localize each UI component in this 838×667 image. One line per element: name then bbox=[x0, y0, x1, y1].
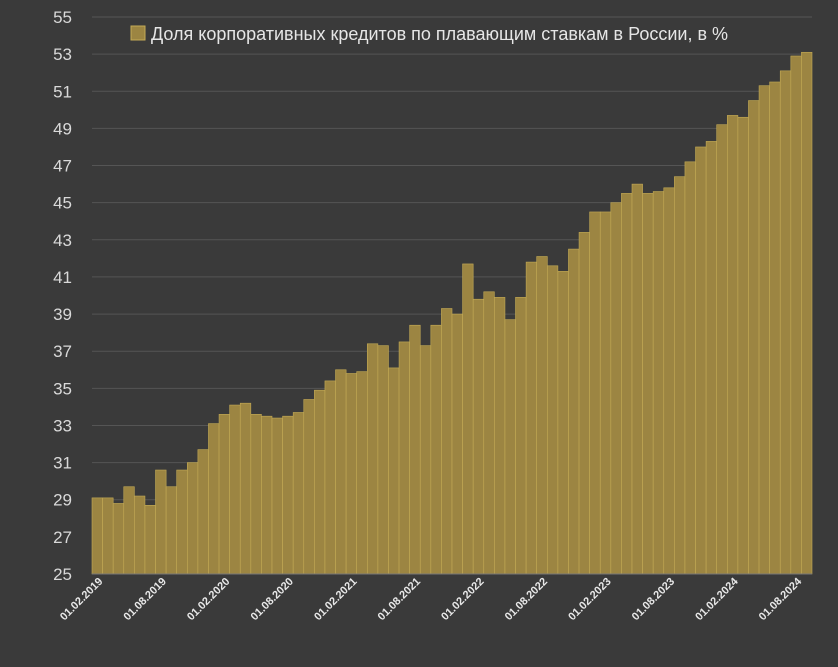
y-tick-label: 39 bbox=[53, 305, 72, 324]
bar bbox=[621, 193, 633, 575]
bar bbox=[525, 261, 538, 575]
bar bbox=[801, 51, 813, 575]
bar bbox=[134, 495, 146, 575]
y-tick-label: 43 bbox=[53, 231, 72, 250]
bar bbox=[726, 115, 739, 575]
bar bbox=[779, 70, 792, 575]
bar bbox=[504, 319, 516, 575]
bar bbox=[409, 324, 421, 575]
bar bbox=[176, 469, 188, 575]
bar bbox=[546, 265, 559, 575]
y-tick-label: 51 bbox=[53, 82, 72, 101]
bar bbox=[303, 399, 315, 575]
bar bbox=[314, 389, 326, 575]
bar bbox=[642, 193, 654, 575]
bar bbox=[737, 116, 749, 575]
legend-swatch bbox=[130, 25, 146, 41]
bar bbox=[451, 313, 463, 575]
bar bbox=[610, 202, 622, 575]
bar bbox=[663, 187, 675, 575]
bar bbox=[123, 486, 135, 575]
y-tick-label: 53 bbox=[53, 45, 72, 64]
bar bbox=[652, 191, 665, 575]
bar bbox=[494, 297, 506, 575]
bar bbox=[568, 248, 580, 575]
bar bbox=[599, 211, 612, 575]
bar bbox=[398, 341, 410, 575]
y-tick-label: 37 bbox=[53, 342, 72, 361]
y-tick-label: 27 bbox=[53, 528, 72, 547]
bar bbox=[250, 414, 262, 575]
y-tick-label: 45 bbox=[53, 194, 72, 213]
bar bbox=[472, 298, 485, 575]
bar bbox=[462, 263, 474, 575]
bar bbox=[91, 497, 103, 575]
bar bbox=[589, 211, 601, 575]
y-tick-label: 49 bbox=[53, 119, 72, 138]
bar bbox=[218, 414, 230, 575]
y-tick-label: 47 bbox=[53, 157, 72, 176]
y-tick-label: 41 bbox=[53, 268, 72, 287]
y-tick-label: 55 bbox=[53, 8, 72, 27]
bar bbox=[112, 503, 125, 575]
bar bbox=[758, 85, 770, 575]
y-tick-label: 29 bbox=[53, 491, 72, 510]
bar bbox=[674, 176, 686, 575]
bar bbox=[441, 308, 453, 575]
bar bbox=[239, 402, 252, 575]
bar bbox=[557, 271, 569, 575]
legend-label: Доля корпоративных кредитов по плавающим… bbox=[151, 24, 728, 44]
bar bbox=[695, 146, 707, 575]
y-axis: 25 27 29 31 33 35 37 39 41 43 45 47 49 51 53 55 bbox=[53, 8, 72, 584]
bar bbox=[335, 369, 347, 575]
bar bbox=[578, 232, 590, 575]
bar bbox=[790, 55, 802, 575]
bar bbox=[684, 161, 696, 575]
bar bbox=[208, 423, 220, 575]
bar bbox=[716, 124, 728, 575]
bar bbox=[229, 404, 241, 575]
bar bbox=[324, 380, 336, 575]
bar bbox=[197, 449, 209, 575]
bar bbox=[155, 469, 167, 575]
legend: Доля корпоративных кредитов по плавающим… bbox=[130, 24, 728, 44]
bar bbox=[515, 297, 527, 575]
y-tick-label: 25 bbox=[53, 565, 72, 584]
bar bbox=[165, 486, 178, 575]
y-tick-label: 35 bbox=[53, 379, 72, 398]
bar bbox=[377, 345, 389, 575]
bar bbox=[144, 505, 156, 575]
bar bbox=[102, 497, 114, 575]
y-tick-label: 31 bbox=[53, 454, 72, 473]
bar bbox=[483, 291, 495, 575]
y-tick-label: 33 bbox=[53, 416, 72, 435]
bar bbox=[536, 256, 548, 575]
bar bbox=[430, 324, 442, 575]
bar bbox=[769, 81, 781, 575]
bar bbox=[748, 100, 760, 575]
bar bbox=[705, 141, 718, 575]
bar bbox=[345, 373, 358, 575]
bar bbox=[271, 417, 283, 575]
bar bbox=[356, 371, 368, 575]
bar bbox=[261, 415, 273, 575]
bar bbox=[186, 462, 199, 575]
bar bbox=[282, 415, 294, 575]
bar bbox=[419, 345, 432, 575]
bars bbox=[91, 51, 813, 575]
bar bbox=[388, 367, 400, 575]
bar bbox=[366, 343, 379, 575]
bar bbox=[292, 412, 305, 575]
bar bbox=[631, 183, 643, 575]
